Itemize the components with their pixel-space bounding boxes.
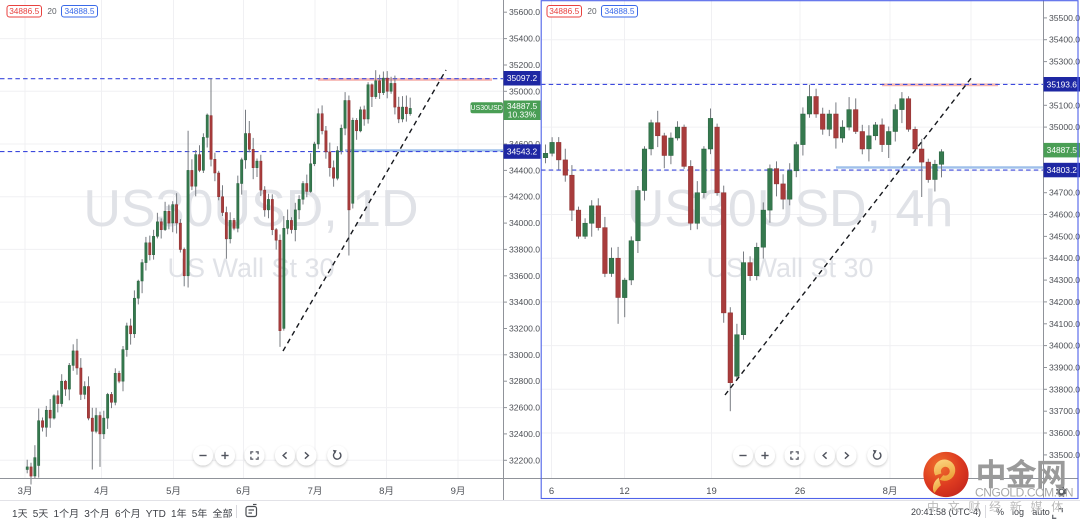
svg-text:35000.0: 35000.0 xyxy=(1049,122,1080,132)
svg-text:1: 1 xyxy=(171,509,177,520)
svg-text:20: 20 xyxy=(47,6,57,16)
svg-text:US30USD: US30USD xyxy=(471,105,503,112)
svg-text:3: 3 xyxy=(84,509,90,520)
svg-text:33800.0: 33800.0 xyxy=(509,244,540,254)
svg-text:35400.0: 35400.0 xyxy=(1049,35,1080,45)
svg-text:32600.0: 32600.0 xyxy=(509,403,540,413)
svg-text:32200.0: 32200.0 xyxy=(509,455,540,465)
svg-text:35500.0: 35500.0 xyxy=(1049,13,1080,23)
svg-text:33600.0: 33600.0 xyxy=(509,271,540,281)
svg-text:32400.0: 32400.0 xyxy=(509,429,540,439)
svg-text:8: 8 xyxy=(883,486,888,497)
svg-text:6: 6 xyxy=(236,486,241,497)
svg-text:34000.0: 34000.0 xyxy=(509,218,540,228)
svg-text:34400.0: 34400.0 xyxy=(1049,253,1080,263)
svg-text:33700.0: 33700.0 xyxy=(1049,406,1080,416)
svg-text:auto: auto xyxy=(1032,507,1050,517)
svg-text:34600.0: 34600.0 xyxy=(1049,210,1080,220)
svg-text:35097.2: 35097.2 xyxy=(507,73,538,83)
svg-text:20:41:58 (UTC-4): 20:41:58 (UTC-4) xyxy=(911,507,981,517)
svg-text:log: log xyxy=(1012,507,1024,517)
svg-text:35300.0: 35300.0 xyxy=(1049,57,1080,67)
svg-text:34300.0: 34300.0 xyxy=(1049,275,1080,285)
svg-text:34887.5: 34887.5 xyxy=(1047,145,1078,155)
svg-text:34803.2: 34803.2 xyxy=(1047,165,1078,175)
svg-text:34887.5: 34887.5 xyxy=(507,101,538,111)
svg-text:19: 19 xyxy=(706,486,717,497)
svg-text:33400.0: 33400.0 xyxy=(509,297,540,307)
svg-text:34100.0: 34100.0 xyxy=(1049,319,1080,329)
svg-text:US Wall St 30: US Wall St 30 xyxy=(706,253,873,283)
svg-text:12: 12 xyxy=(619,486,630,497)
svg-text:34888.5: 34888.5 xyxy=(65,6,95,16)
svg-text:34400.0: 34400.0 xyxy=(509,165,540,175)
svg-text:YTD: YTD xyxy=(146,509,166,520)
svg-text:10.33%: 10.33% xyxy=(508,110,537,120)
svg-text:34500.0: 34500.0 xyxy=(1049,231,1080,241)
svg-text:1: 1 xyxy=(12,509,18,520)
svg-text:34886.5: 34886.5 xyxy=(9,6,39,16)
svg-text:34200.0: 34200.0 xyxy=(1049,297,1080,307)
svg-text:5: 5 xyxy=(192,509,198,520)
svg-text:5: 5 xyxy=(33,509,39,520)
svg-text:35193.6: 35193.6 xyxy=(1047,79,1078,89)
svg-text:US30USD, 1D: US30USD, 1D xyxy=(83,180,418,238)
svg-text:4: 4 xyxy=(94,486,99,497)
svg-text:9: 9 xyxy=(451,486,456,497)
svg-text:33800.0: 33800.0 xyxy=(1049,384,1080,394)
svg-text:%: % xyxy=(996,507,1004,517)
svg-text:5: 5 xyxy=(166,486,171,497)
svg-text:35600.0: 35600.0 xyxy=(509,7,540,17)
svg-text:1: 1 xyxy=(54,509,60,520)
svg-text:34600.0: 34600.0 xyxy=(509,139,540,149)
svg-text:3: 3 xyxy=(18,486,23,497)
svg-text:34000.0: 34000.0 xyxy=(1049,341,1080,351)
svg-text:33500.0: 33500.0 xyxy=(1049,450,1080,460)
svg-text:34888.5: 34888.5 xyxy=(605,6,635,16)
svg-text:CNGOLD.COM.CN: CNGOLD.COM.CN xyxy=(975,486,1073,500)
svg-text:34543.2: 34543.2 xyxy=(507,147,538,157)
svg-text:33200.0: 33200.0 xyxy=(509,324,540,334)
svg-text:7: 7 xyxy=(308,486,313,497)
svg-text:33900.0: 33900.0 xyxy=(1049,363,1080,373)
svg-text:35400.0: 35400.0 xyxy=(509,34,540,44)
svg-text:8: 8 xyxy=(379,486,384,497)
svg-text:35200.0: 35200.0 xyxy=(509,60,540,70)
svg-text:35000.0: 35000.0 xyxy=(509,86,540,96)
svg-text:34886.5: 34886.5 xyxy=(549,6,579,16)
svg-text:26: 26 xyxy=(795,486,806,497)
svg-text:32800.0: 32800.0 xyxy=(509,376,540,386)
svg-text:US Wall St 30: US Wall St 30 xyxy=(167,253,334,283)
svg-text:20: 20 xyxy=(587,6,597,16)
svg-text:35100.0: 35100.0 xyxy=(1049,100,1080,110)
svg-text:34200.0: 34200.0 xyxy=(509,192,540,202)
svg-text:34700.0: 34700.0 xyxy=(1049,188,1080,198)
svg-text:33000.0: 33000.0 xyxy=(509,350,540,360)
svg-text:6: 6 xyxy=(115,509,121,520)
svg-text:33600.0: 33600.0 xyxy=(1049,428,1080,438)
svg-text:6: 6 xyxy=(549,486,554,497)
